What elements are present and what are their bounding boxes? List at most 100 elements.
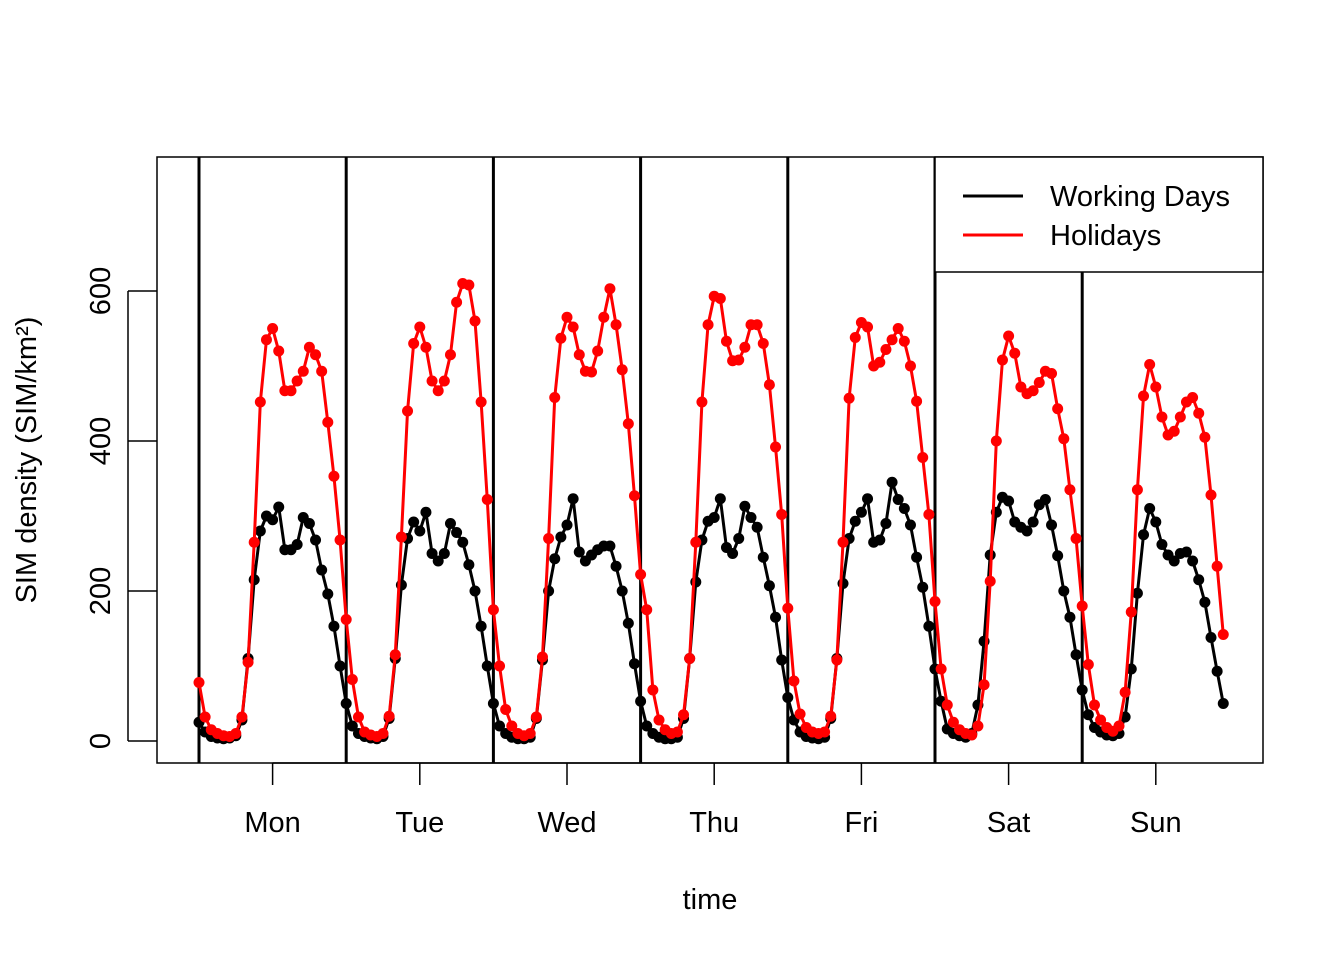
data-point-holidays xyxy=(720,335,732,347)
data-point-working-days xyxy=(1187,555,1199,567)
data-point-holidays xyxy=(340,614,352,625)
data-point-holidays xyxy=(193,677,205,688)
x-tick-label: Tue xyxy=(395,807,444,839)
data-point-holidays xyxy=(414,321,426,333)
data-point-holidays xyxy=(628,490,640,502)
data-point-holidays xyxy=(1187,392,1199,403)
data-point-working-days xyxy=(1058,585,1070,597)
y-tick-label: 400 xyxy=(85,417,117,465)
data-point-holidays xyxy=(1156,411,1168,423)
data-point-holidays xyxy=(1125,606,1137,618)
data-point-holidays xyxy=(1058,433,1070,445)
data-point-holidays xyxy=(316,365,328,377)
data-point-holidays xyxy=(862,321,874,333)
data-point-working-days xyxy=(745,512,757,523)
data-point-holidays xyxy=(1082,659,1094,670)
data-point-working-days xyxy=(751,521,763,533)
data-point-holidays xyxy=(1131,484,1143,496)
data-point-holidays xyxy=(248,536,260,548)
data-point-holidays xyxy=(622,418,634,430)
data-point-holidays xyxy=(561,311,573,323)
data-point-working-days xyxy=(567,493,579,505)
y-axis-title: SIM density (SIM/km²) xyxy=(11,317,43,604)
data-point-holidays xyxy=(739,341,751,353)
data-point-working-days xyxy=(862,493,874,505)
data-point-working-days xyxy=(1211,665,1223,677)
data-point-holidays xyxy=(647,684,659,696)
data-point-holidays xyxy=(254,396,266,408)
data-point-holidays xyxy=(819,726,831,738)
data-point-working-days xyxy=(273,501,285,513)
data-point-holidays xyxy=(984,575,996,587)
data-point-holidays xyxy=(917,452,929,463)
data-point-working-days xyxy=(438,548,450,559)
data-point-working-days xyxy=(303,518,315,529)
data-point-holidays xyxy=(904,360,916,372)
data-point-working-days xyxy=(316,564,328,576)
data-point-holidays xyxy=(972,720,984,732)
data-point-working-days xyxy=(776,654,788,666)
data-point-working-days xyxy=(469,585,481,597)
data-point-holidays xyxy=(524,728,536,739)
data-point-working-days xyxy=(248,574,260,586)
data-point-holidays xyxy=(1003,330,1015,342)
data-point-holidays xyxy=(432,385,444,397)
data-point-holidays xyxy=(543,533,555,544)
data-point-working-days xyxy=(610,560,622,572)
data-point-holidays xyxy=(641,604,653,616)
data-point-working-days xyxy=(1003,495,1015,507)
data-point-working-days xyxy=(733,533,745,544)
data-point-holidays xyxy=(923,509,935,520)
data-point-holidays xyxy=(770,441,782,453)
data-point-holidays xyxy=(536,651,548,663)
data-point-working-days xyxy=(892,494,904,505)
data-point-holidays xyxy=(911,395,923,407)
data-point-holidays xyxy=(696,396,708,408)
data-point-holidays xyxy=(451,296,463,308)
data-point-holidays xyxy=(310,349,322,361)
data-point-holidays xyxy=(825,710,837,722)
series-layer xyxy=(193,278,1229,745)
data-point-working-days xyxy=(573,546,585,558)
data-point-holidays xyxy=(880,344,892,355)
data-point-holidays xyxy=(788,675,800,687)
data-point-working-days xyxy=(898,503,910,514)
data-point-holidays xyxy=(555,332,567,344)
data-point-holidays xyxy=(500,704,512,715)
data-point-working-days xyxy=(1064,611,1076,623)
data-point-working-days xyxy=(444,518,456,529)
data-point-holidays xyxy=(874,356,886,368)
data-point-working-days xyxy=(328,620,340,632)
data-point-holidays xyxy=(1144,359,1156,370)
data-point-working-days xyxy=(475,620,487,632)
data-point-working-days xyxy=(1199,596,1211,608)
data-point-holidays xyxy=(426,375,438,387)
data-point-holidays xyxy=(236,711,248,723)
data-point-holidays xyxy=(653,714,665,726)
data-point-working-days xyxy=(426,548,438,559)
data-point-holidays xyxy=(849,332,861,343)
data-point-working-days xyxy=(310,534,322,546)
data-point-working-days xyxy=(481,660,493,672)
x-tick-label: Sat xyxy=(987,807,1031,839)
data-point-holidays xyxy=(757,338,769,349)
data-point-holidays xyxy=(1168,425,1180,437)
data-point-working-days xyxy=(782,692,794,703)
data-point-holidays xyxy=(898,335,910,347)
data-point-holidays xyxy=(671,726,683,738)
data-point-holidays xyxy=(892,323,904,334)
data-point-working-days xyxy=(727,548,739,559)
data-point-working-days xyxy=(1217,698,1229,709)
data-point-holidays xyxy=(598,311,610,323)
data-point-working-days xyxy=(340,698,352,709)
data-point-working-days xyxy=(1027,516,1039,528)
y-tick-label: 600 xyxy=(85,267,117,315)
legend-label-holidays: Holidays xyxy=(1050,220,1161,252)
data-point-holidays xyxy=(678,709,690,721)
x-tick-label: Wed xyxy=(537,807,596,839)
data-point-holidays xyxy=(1113,720,1125,732)
data-point-working-days xyxy=(334,660,346,672)
data-point-holidays xyxy=(469,315,481,327)
data-point-working-days xyxy=(911,551,923,563)
data-point-holidays xyxy=(966,729,978,741)
